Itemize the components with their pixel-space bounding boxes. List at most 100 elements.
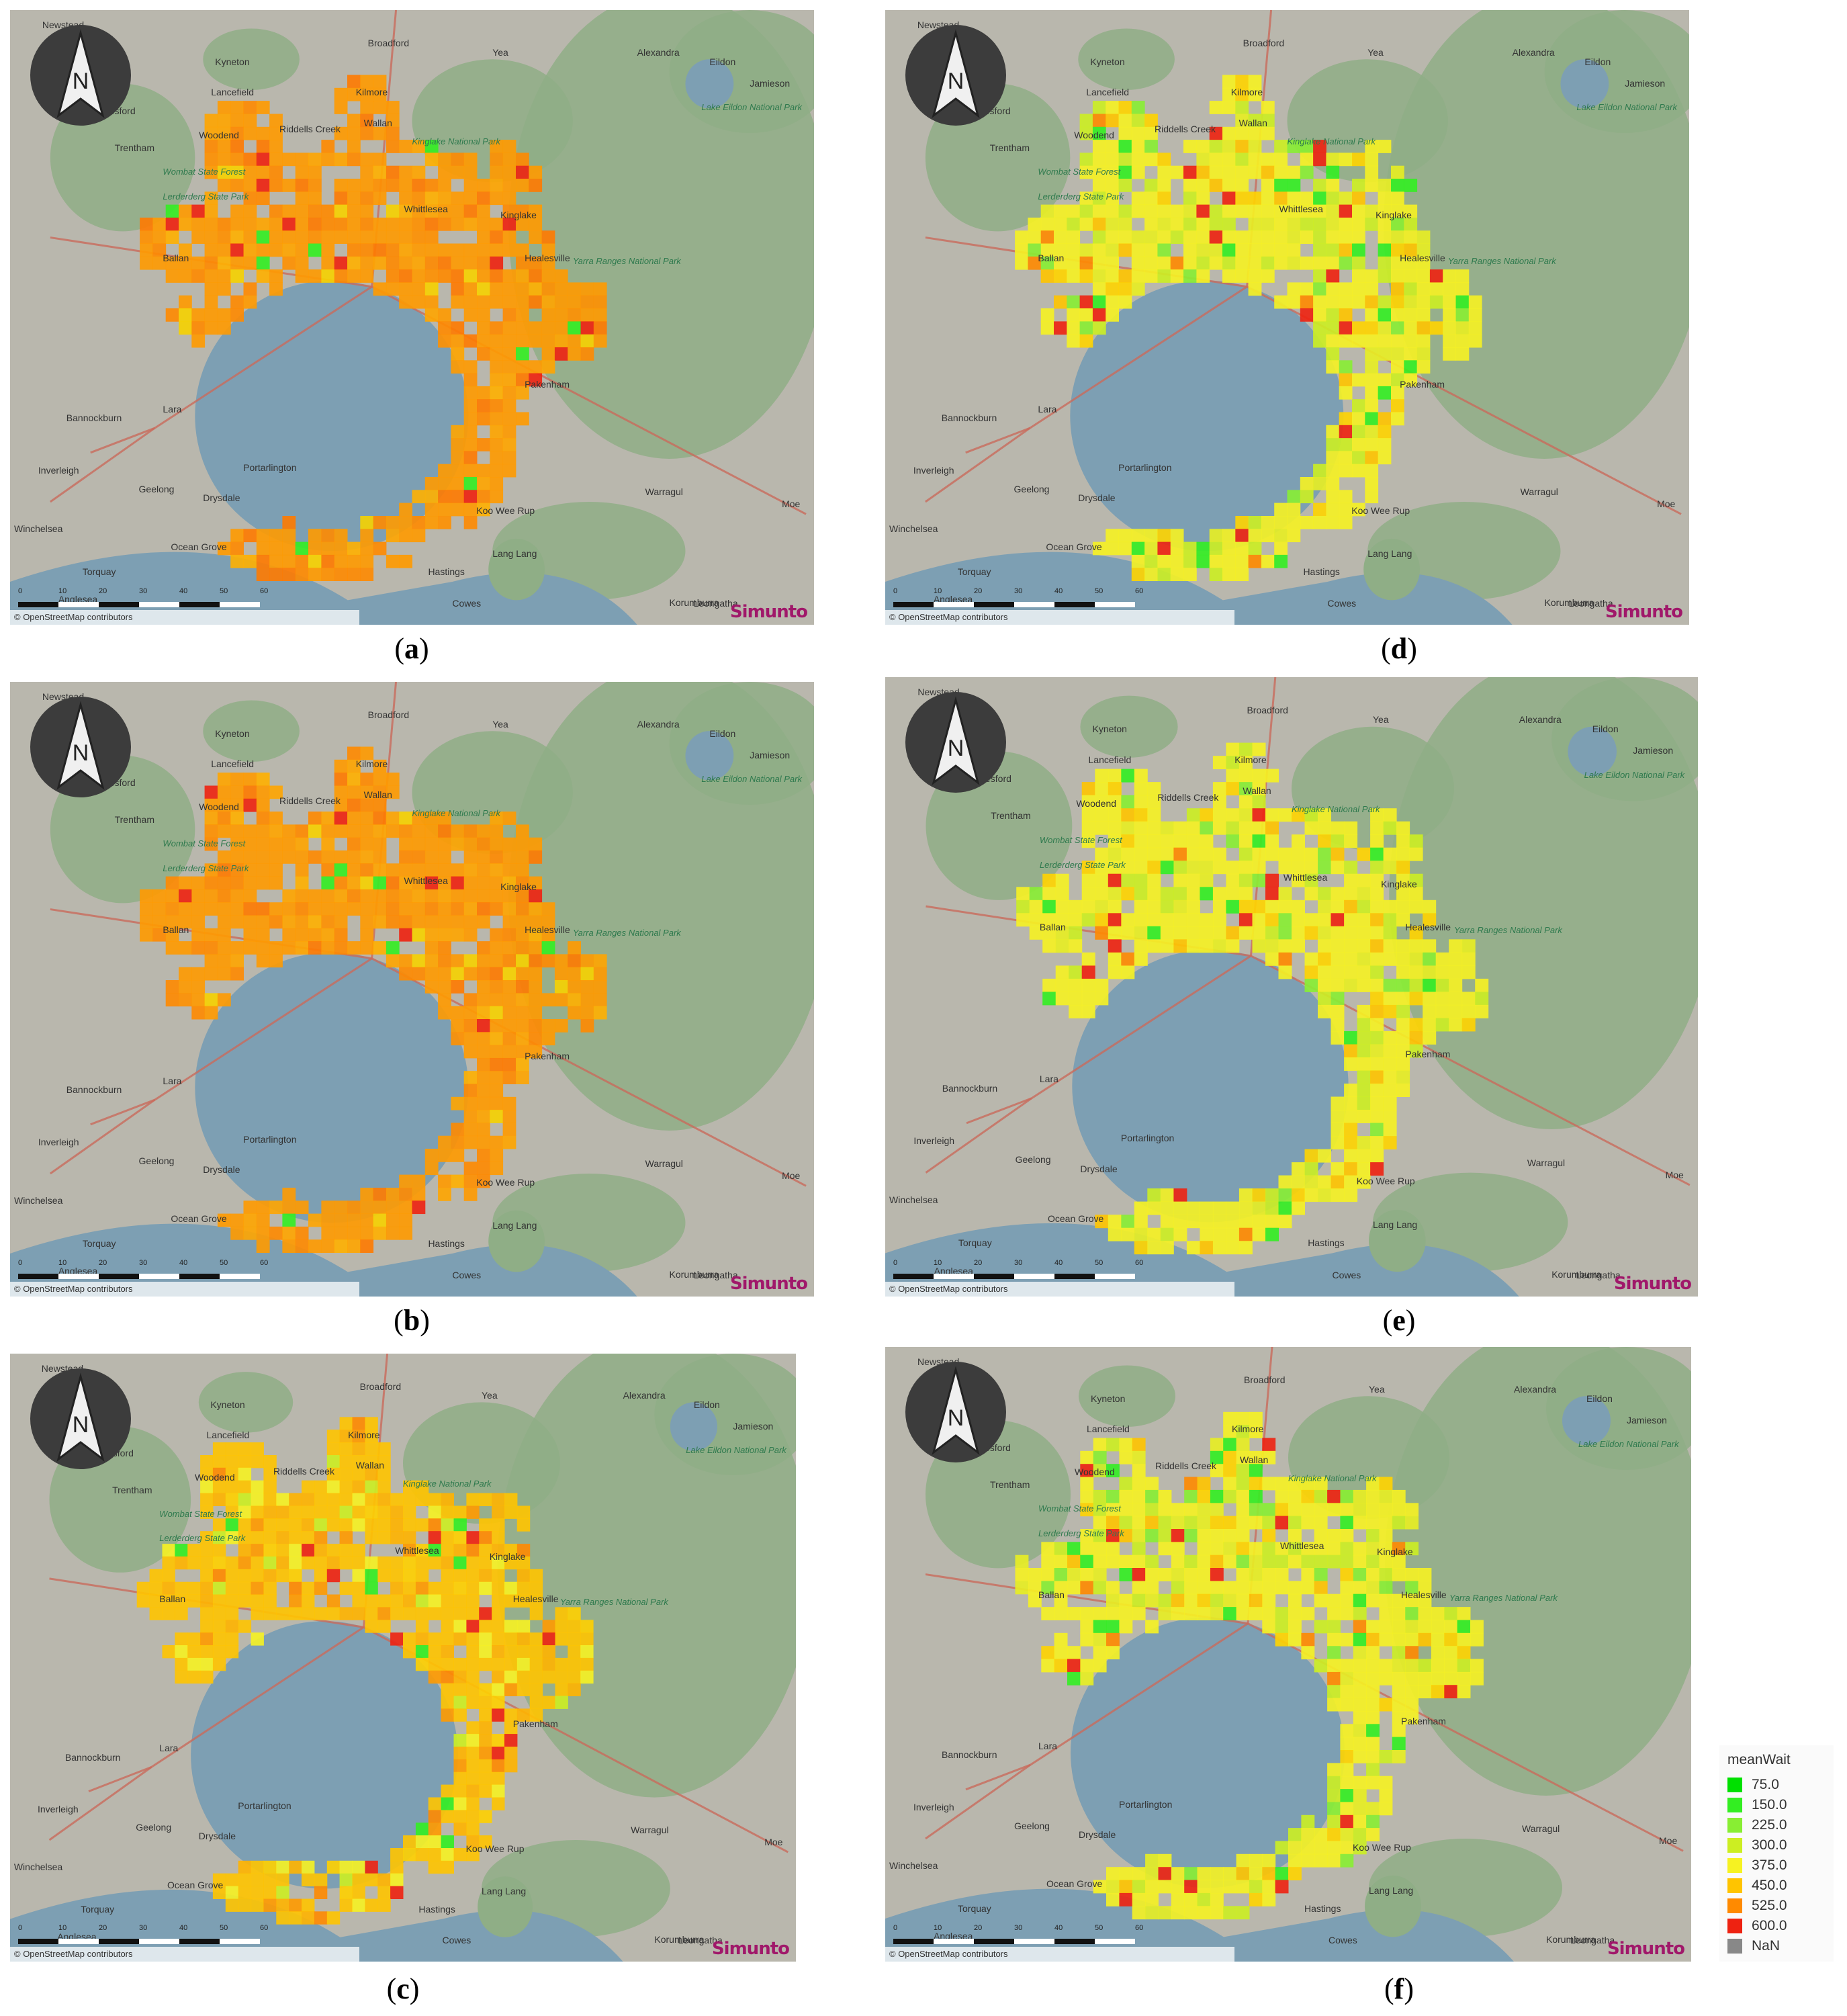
grid-cell xyxy=(1200,1201,1214,1215)
grid-cell xyxy=(1106,1516,1120,1530)
grid-cell xyxy=(1248,516,1262,529)
grid-cell xyxy=(1106,1489,1120,1503)
grid-cell xyxy=(377,1569,391,1583)
grid-cell xyxy=(289,1493,302,1506)
grid-cell xyxy=(386,915,400,929)
grid-cell xyxy=(1339,425,1353,439)
grid-cell xyxy=(269,204,283,218)
grid-cell xyxy=(1238,834,1253,848)
grid-cell xyxy=(282,529,296,543)
grid-cell xyxy=(1370,900,1384,914)
grid-cell xyxy=(516,308,529,322)
grid-cell xyxy=(438,321,451,335)
grid-cell xyxy=(334,568,348,581)
grid-cell xyxy=(492,1645,505,1659)
grid-cell xyxy=(1261,269,1275,283)
grid-cell xyxy=(451,204,465,218)
grid-cell xyxy=(1197,1581,1211,1595)
brand-logo: Simunto xyxy=(1605,602,1683,622)
grid-cell xyxy=(477,876,490,890)
grid-cell xyxy=(1108,847,1122,861)
place-label: Drysdale xyxy=(1080,1163,1118,1174)
grid-cell xyxy=(1200,808,1214,822)
grid-cell xyxy=(424,824,439,838)
grid-cell xyxy=(1222,140,1236,153)
grid-cell xyxy=(412,915,426,929)
grid-cell xyxy=(1391,179,1404,192)
grid-cell xyxy=(1079,256,1093,270)
grid-cell xyxy=(1209,541,1223,556)
grid-cell xyxy=(1235,126,1249,140)
grid-cell xyxy=(251,1518,264,1532)
grid-cell xyxy=(1248,165,1262,179)
grid-cell xyxy=(1079,308,1093,322)
grid-cell xyxy=(347,902,361,916)
grid-cell xyxy=(238,1455,252,1469)
phillip-island xyxy=(488,538,545,601)
grid-cell xyxy=(243,941,257,955)
grid-cell xyxy=(441,1620,454,1633)
grid-cell xyxy=(1379,1671,1393,1685)
grid-cell xyxy=(1370,952,1384,966)
grid-cell xyxy=(490,321,504,335)
grid-cell xyxy=(204,204,218,218)
grid-cell xyxy=(256,126,270,140)
grid-cell xyxy=(1370,1018,1384,1032)
grid-cell xyxy=(1108,861,1122,875)
grid-cell xyxy=(451,876,465,890)
grid-cell xyxy=(1249,1892,1263,1907)
place-label: Cowes xyxy=(442,1935,471,1945)
grid-cell xyxy=(360,554,374,568)
grid-cell xyxy=(1383,1123,1397,1137)
grid-cell xyxy=(1391,165,1404,179)
grid-cell xyxy=(502,230,516,244)
grid-cell xyxy=(451,321,465,335)
grid-cell xyxy=(463,516,478,529)
grid-cell xyxy=(1160,847,1174,861)
grid-cell xyxy=(1357,952,1371,966)
grid-cell xyxy=(1326,347,1340,361)
grid-cell xyxy=(269,152,283,167)
grid-cell xyxy=(321,824,335,838)
grid-cell xyxy=(334,230,348,244)
grid-cell xyxy=(1092,243,1106,257)
grid-cell xyxy=(308,165,322,179)
grid-cell xyxy=(1212,861,1226,875)
grid-cell xyxy=(477,477,490,490)
grid-cell xyxy=(1106,101,1119,114)
grid-cell xyxy=(568,282,581,296)
grid-cell xyxy=(1118,152,1132,167)
grid-cell xyxy=(1016,900,1030,914)
grid-cell xyxy=(1121,769,1135,783)
grid-cell xyxy=(1147,926,1161,940)
scale-bar: 0 10 20 30 40 50 60 xyxy=(18,1924,273,1944)
grid-cell xyxy=(1262,1568,1276,1581)
grid-cell xyxy=(1313,295,1326,309)
grid-cell xyxy=(1418,1685,1432,1699)
place-label: Moe xyxy=(782,1170,801,1182)
grid-cell xyxy=(1079,295,1093,309)
grid-cell xyxy=(466,1759,480,1773)
grid-cell xyxy=(1121,926,1135,940)
grid-cell xyxy=(451,928,465,942)
grid-cell xyxy=(230,812,244,825)
grid-cell xyxy=(1121,808,1135,822)
grid-cell xyxy=(502,321,516,335)
grid-cell xyxy=(212,1620,226,1633)
grid-cell xyxy=(360,824,374,838)
map-attribution: © OpenStreetMap contributors xyxy=(885,1947,1234,1962)
grid-cell xyxy=(1274,529,1288,543)
grid-cell xyxy=(1366,1503,1380,1517)
grid-cell xyxy=(321,837,335,851)
grid-cell xyxy=(1378,243,1392,257)
grid-cell xyxy=(1160,1215,1174,1229)
grid-cell xyxy=(479,1708,492,1722)
grid-cell xyxy=(373,165,387,179)
place-label: Healesville xyxy=(512,1593,559,1605)
place-label: Torquay xyxy=(81,1904,115,1915)
grid-cell xyxy=(1468,308,1482,322)
grid-cell xyxy=(490,165,504,179)
grid-cell xyxy=(212,1657,226,1671)
grid-cell xyxy=(502,373,516,387)
grid-cell xyxy=(453,1784,467,1798)
